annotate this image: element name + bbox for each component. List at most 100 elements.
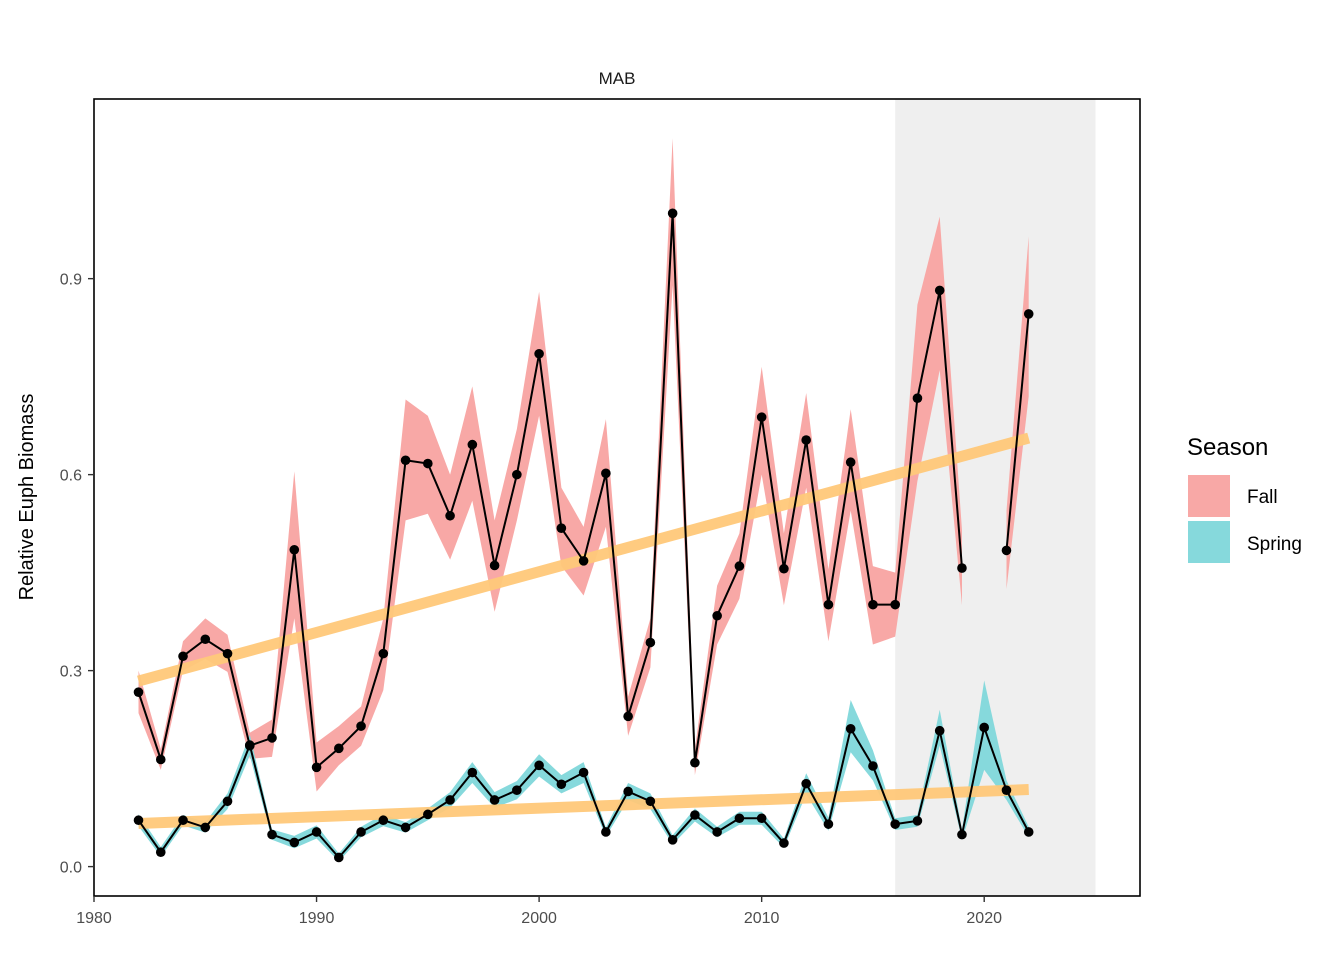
plot-panel [93,98,1141,897]
data-point-spring-2019 [957,829,967,840]
data-point-spring-1996 [445,795,455,805]
x-tick-label-1980: 1980 [76,910,112,927]
data-point-fall-2000 [534,348,544,359]
legend-key-spring [1188,521,1230,563]
facet-title: MAB [599,69,636,88]
data-point-fall-2014 [845,457,856,468]
data-point-fall-2004 [623,711,633,722]
data-point-fall-2009 [734,561,745,571]
y-axis-title: Relative Euph Biomass [16,394,38,601]
y-tick-label-1: 0.3 [60,664,82,681]
data-point-fall-1995 [423,458,433,469]
y-tick-label-3: 0.9 [60,272,82,289]
data-point-fall-2018 [934,285,945,296]
data-point-spring-1989 [289,837,300,848]
legend-key-fall [1188,475,1230,517]
data-point-fall-2012 [801,435,811,445]
data-point-fall-1993 [378,648,389,659]
data-point-fall-1985 [200,634,211,645]
data-point-spring-2017 [912,816,923,826]
legend-label-fall: Fall [1247,487,1278,508]
data-point-spring-2022 [1023,827,1034,837]
data-point-spring-2021 [1001,785,1012,795]
data-point-fall-1984 [178,651,188,662]
data-point-fall-2002 [578,556,589,566]
data-point-spring-1982 [133,815,144,826]
legend-label-spring: Spring [1247,534,1302,555]
data-point-fall-1994 [400,455,411,466]
data-point-spring-2011 [779,838,789,848]
data-point-spring-1997 [467,767,478,778]
data-point-fall-1997 [467,439,478,450]
data-point-spring-2003 [601,827,611,837]
data-point-spring-2018 [934,725,945,736]
data-point-spring-1992 [356,827,366,837]
data-point-spring-1988 [267,829,277,840]
data-point-spring-1999 [512,785,522,795]
data-point-spring-1983 [155,847,166,858]
data-point-spring-1985 [200,822,211,833]
x-tick-label-1990: 1990 [299,910,335,927]
data-point-fall-2022 [1023,309,1034,319]
data-point-fall-2021 [1001,545,1012,556]
data-point-fall-2013 [823,599,834,610]
data-point-fall-2005 [645,637,656,648]
data-point-spring-2002 [578,767,589,778]
data-point-spring-1987 [244,740,255,750]
data-point-spring-1986 [222,796,233,807]
data-point-fall-1992 [356,721,366,731]
trend-line-spring [138,784,1029,829]
data-point-fall-1988 [267,733,277,743]
data-point-spring-2001 [556,779,567,790]
data-point-spring-2007 [690,810,700,820]
data-point-spring-1993 [378,815,389,826]
data-point-spring-1994 [400,822,411,833]
data-point-spring-1998 [489,795,500,805]
data-point-fall-2015 [868,599,878,610]
data-point-spring-2005 [645,796,656,807]
data-point-fall-2010 [756,412,767,422]
panel-border [93,98,1141,897]
data-point-spring-1984 [178,815,188,826]
legend-title: Season [1187,434,1268,461]
data-point-fall-1991 [334,743,344,754]
data-point-fall-1983 [155,754,166,765]
data-point-spring-2020 [979,722,990,733]
series-line-fall-1 [1005,313,1030,551]
data-point-spring-1991 [334,852,344,863]
series-line-fall-0 [137,213,963,770]
data-point-fall-2006 [667,208,678,219]
data-point-spring-2012 [801,778,811,789]
legend: Season Fall Spring [1187,434,1302,563]
data-point-spring-2013 [823,819,834,829]
data-point-fall-2017 [912,393,923,404]
data-point-fall-2016 [890,599,900,610]
data-point-fall-2007 [690,757,700,768]
x-tick-label-2000: 2000 [521,910,557,927]
data-point-fall-2001 [556,523,567,534]
data-point-spring-2009 [734,813,745,824]
data-point-fall-1998 [489,560,500,571]
data-point-spring-1995 [423,809,433,820]
ribbon-fall-0 [138,138,962,792]
data-point-fall-1982 [133,687,144,697]
data-point-spring-2014 [845,723,856,734]
data-point-spring-2015 [868,761,878,771]
data-point-fall-1990 [311,762,322,773]
data-point-spring-1990 [311,827,322,837]
data-point-spring-2006 [667,835,678,845]
data-point-fall-2011 [779,563,789,574]
data-point-spring-2010 [756,813,767,824]
data-point-spring-2000 [534,760,544,771]
data-point-spring-2004 [623,786,633,797]
y-tick-label-2: 0.6 [60,468,82,485]
data-point-fall-2019 [957,563,967,573]
data-point-fall-1999 [512,469,522,480]
data-point-fall-1996 [445,510,455,521]
data-point-spring-2008 [712,827,722,837]
data-point-fall-2008 [712,610,722,621]
data-point-spring-2016 [890,819,900,829]
y-tick-label-0: 0.0 [60,860,82,877]
